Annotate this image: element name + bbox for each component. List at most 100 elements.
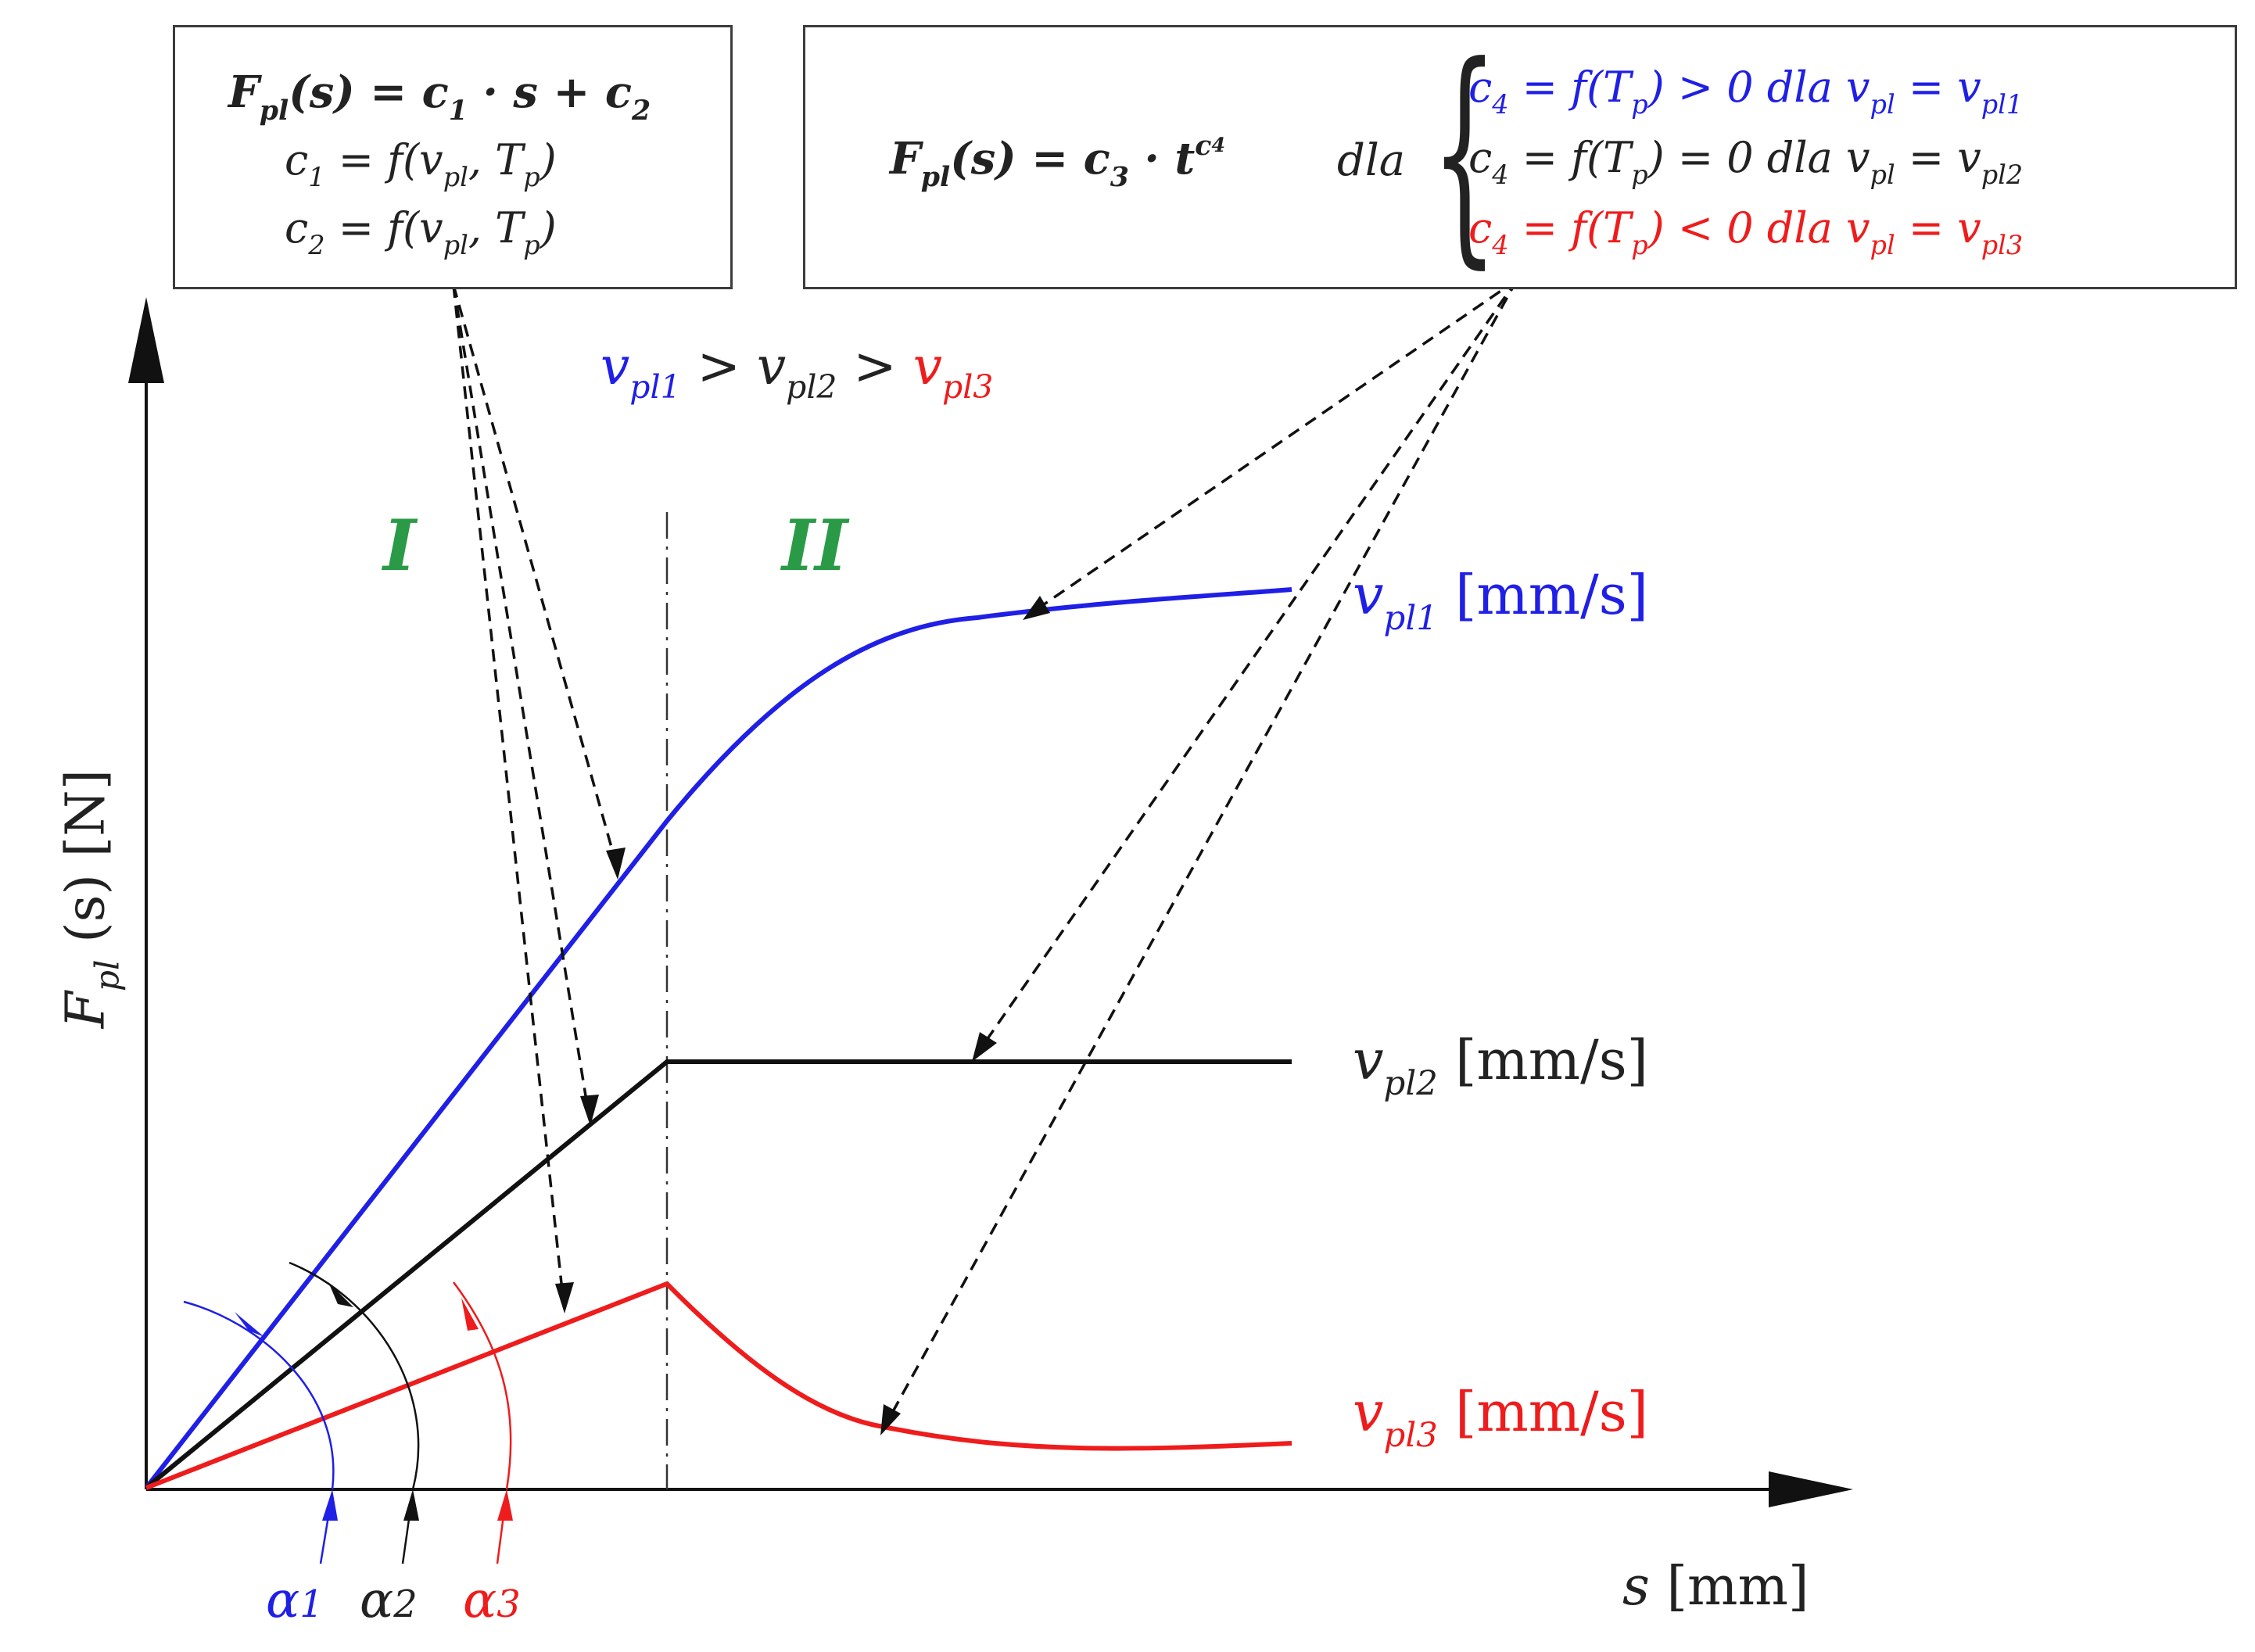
angle-a3-leader-head <box>497 1489 513 1521</box>
eq-text: = f(T <box>1508 63 1632 112</box>
angle-label-a3: α3 <box>463 1571 521 1629</box>
cl-text: v <box>1353 1380 1384 1444</box>
equation-power-main: Fpl(s) = c3 · tc4 <box>890 129 1225 193</box>
eq-text: ) < 0 dla v <box>1647 203 1870 253</box>
angle-label-a1: α1 <box>266 1571 324 1629</box>
leader-right-to-vpl2 <box>980 278 1518 1049</box>
eq-text: F <box>890 133 921 185</box>
eq-sup: c <box>1195 129 1212 162</box>
leader-left-to-vpl2 <box>452 285 590 1111</box>
leader-right-to-vpl1 <box>1035 278 1518 611</box>
leader-head-vpl1 <box>606 848 626 880</box>
eq-sub: 2 <box>631 94 651 127</box>
eq-sub: pl2 <box>1981 159 2024 191</box>
equation-c1: c1 = f(vpl, Tp) <box>285 135 557 192</box>
eq-text: = f(v <box>324 135 443 185</box>
eq-text: c <box>1468 63 1493 112</box>
angle-arc-a3 <box>452 1281 512 1490</box>
eq-sub: pl1 <box>1981 89 2024 120</box>
eq-sub: p <box>1631 159 1648 191</box>
cl-sub: pl1 <box>1383 598 1438 638</box>
ord-sub: pl1 <box>629 368 681 407</box>
cl-sub: pl2 <box>1383 1063 1438 1103</box>
eq-sub: 3 <box>1110 160 1129 193</box>
curve-label-vpl1: vpl1 [mm/s] <box>1353 563 1648 638</box>
eq-sub: 1 <box>448 94 468 127</box>
eq-sub: pl <box>920 160 951 193</box>
eq-text: c <box>285 203 309 253</box>
eq-sup-sub: 4 <box>1211 133 1225 157</box>
axis-text: s <box>1622 1556 1650 1618</box>
eq-text: ) <box>540 203 557 253</box>
curve-label-vpl2: vpl2 [mm/s] <box>1353 1028 1648 1103</box>
axis-sub: pl <box>88 959 127 992</box>
eq-sub: pl <box>1870 89 1895 120</box>
eq-sub: p <box>523 162 540 193</box>
eq-text: · t <box>1128 133 1196 185</box>
equation-box-linear: Fpl(s) = c1 · s + c2 c1 = f(vpl, Tp) c2 … <box>173 25 733 289</box>
angle-arc-a1-head-top <box>235 1312 264 1337</box>
y-axis-label: Fpl (s) [N] <box>55 751 127 1048</box>
eq-text: = f(T <box>1508 133 1632 182</box>
case-negative: c4 = f(Tp) < 0 dla vpl = vpl3 <box>1468 203 2023 260</box>
leader-head-vpl2 <box>580 1095 599 1126</box>
cl-unit: [mm/s] <box>1437 563 1648 627</box>
equation-linear-main: Fpl(s) = c1 · s + c2 <box>228 66 651 127</box>
eq-text: c <box>1468 203 1493 253</box>
angle-label-a2: α2 <box>360 1571 418 1629</box>
eq-text: ) > 0 dla v <box>1647 63 1870 112</box>
leaders-left-box <box>452 285 618 1299</box>
ordering-vpl2: vpl2 <box>756 336 837 406</box>
y-axis-arrowhead <box>128 297 164 383</box>
cl-text: v <box>1353 563 1384 627</box>
cl-unit: [mm/s] <box>1437 1380 1648 1444</box>
angle-text: α <box>266 1571 300 1629</box>
angle-a2-leader-head <box>403 1489 419 1521</box>
x-axis-label: s [mm] <box>1622 1556 1809 1618</box>
eq-text: ) <box>540 135 557 185</box>
angle-arc-a1 <box>183 1300 335 1490</box>
eq-text: = f(v <box>324 203 443 253</box>
eq-text: = v <box>1895 203 1981 253</box>
eq-sub: p <box>1631 230 1648 261</box>
leaders-right-box <box>886 278 1518 1422</box>
eq-sub: 4 <box>1492 230 1509 261</box>
case-positive: c4 = f(Tp) > 0 dla vpl = vpl1 <box>1468 63 2023 120</box>
cl-unit: [mm/s] <box>1437 1028 1648 1092</box>
eq-sub: pl <box>1870 159 1895 191</box>
eq-sub: p <box>1631 89 1648 120</box>
eq-sub: pl <box>1870 230 1895 261</box>
angle-arc-a3-head-top <box>461 1298 479 1331</box>
angle-text: α <box>463 1571 497 1629</box>
equation-c2: c2 = f(vpl, Tp) <box>285 203 557 260</box>
leader-right-to-vpl3 <box>886 279 1518 1422</box>
angle-a1-leader-head <box>322 1489 338 1521</box>
angle-num: 1 <box>299 1582 324 1626</box>
axis-text: F <box>55 991 117 1029</box>
eq-sub: 2 <box>308 230 325 261</box>
cl-text: v <box>1353 1028 1384 1092</box>
ord-gt: > <box>680 336 757 396</box>
curve-label-vpl3: vpl3 [mm/s] <box>1353 1380 1648 1455</box>
x-axis-arrowhead <box>1769 1471 1853 1507</box>
eq-text: = v <box>1895 133 1981 182</box>
axis-text: [mm] <box>1649 1556 1809 1618</box>
leader-head-right-vpl3 <box>880 1404 901 1435</box>
curve-vpl2 <box>145 1059 1292 1490</box>
eq-text: ) = 0 dla v <box>1647 133 1870 182</box>
case-zero: c4 = f(Tp) = 0 dla vpl = vpl2 <box>1468 133 2023 190</box>
curve-vpl1 <box>144 587 1292 1489</box>
ord-text: v <box>912 336 943 396</box>
eq-sub: 1 <box>308 162 325 193</box>
ordering-vpl1: vpl1 <box>600 336 681 406</box>
eq-text: = v <box>1895 63 1981 112</box>
eq-text: · s + c <box>467 66 632 118</box>
eq-text: (s) = c <box>950 133 1110 185</box>
ord-text: v <box>756 336 787 396</box>
eq-text: F <box>228 66 260 118</box>
cl-sub: pl3 <box>1383 1415 1438 1455</box>
eq-text: c <box>285 135 309 185</box>
region-label-I: I <box>383 504 417 587</box>
leader-head-vpl3 <box>555 1282 574 1313</box>
leader-head-right-vpl1 <box>1023 596 1050 620</box>
